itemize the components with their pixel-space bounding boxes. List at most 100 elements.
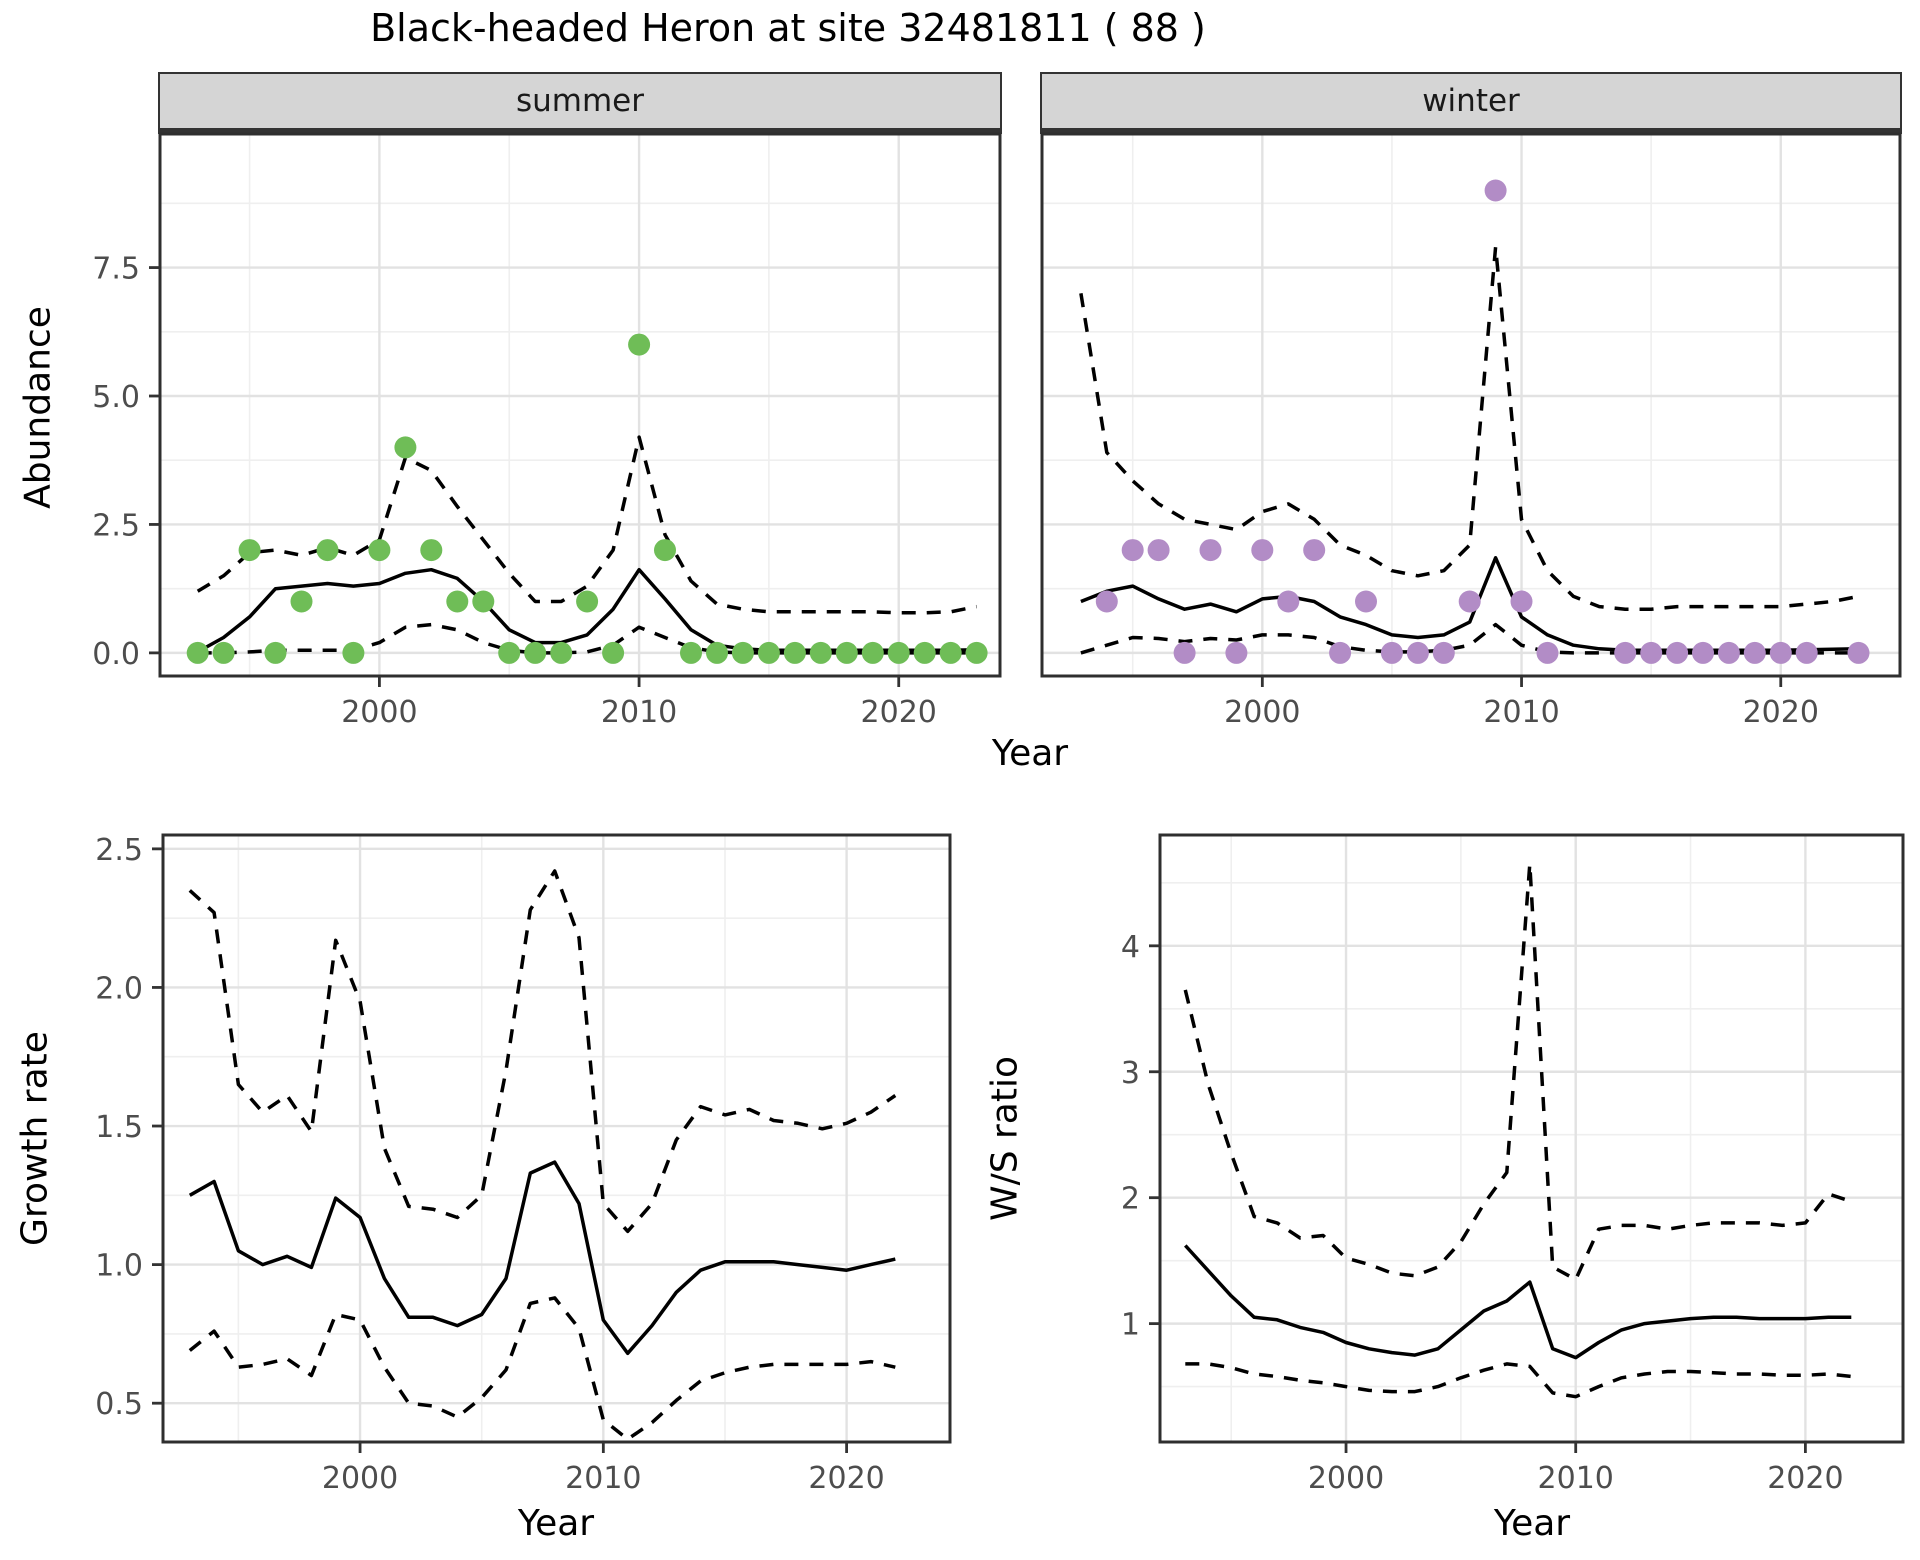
y-tick-label: 1.0	[95, 1249, 143, 1284]
y-tick-label: 4	[1121, 930, 1140, 965]
median-line	[188, 1160, 896, 1356]
data-point	[939, 641, 962, 664]
y-axis-title-abundance: Abundance	[17, 306, 59, 509]
gridlines-minor	[160, 134, 1000, 676]
ci-upper-line	[1183, 862, 1852, 1282]
y-tick-label: 3	[1121, 1056, 1140, 1091]
data-point	[706, 641, 728, 664]
data-point	[1458, 590, 1481, 613]
observed-points	[1095, 179, 1870, 664]
gridlines-minor	[1160, 835, 1903, 1442]
y-axis-title-ws-ratio: W/S ratio	[984, 1055, 1026, 1222]
ci-lower-line	[1185, 1362, 1852, 1399]
panel-background	[163, 835, 950, 1442]
panel-border	[1040, 132, 1902, 678]
data-point	[1173, 641, 1196, 664]
data-point	[654, 539, 676, 562]
data-point	[887, 641, 910, 664]
data-point	[1614, 641, 1637, 664]
gridlines-minor	[1042, 134, 1900, 676]
ci-lower-line	[1080, 622, 1859, 655]
y-tick-label: 2.5	[95, 833, 143, 868]
gridlines-major	[163, 835, 950, 1442]
x-tick-label: 2000	[341, 695, 417, 730]
data-point	[1225, 641, 1248, 664]
y-tick-label: 2	[1121, 1182, 1140, 1217]
y-tick-label: 2.0	[95, 971, 143, 1006]
ci-lower-line	[197, 622, 977, 655]
facet-label-winter: winter	[1422, 83, 1520, 119]
panel-background	[1042, 134, 1900, 676]
panel-growth_rate: 2000 2010 2020 0.5 1.0 1.5 2.0 2.5	[95, 833, 952, 1496]
x-tick-label: 2020	[1767, 1461, 1843, 1496]
y-tick-label: 0.5	[95, 1387, 143, 1422]
x-axis-title-year-top: Year	[991, 733, 1069, 774]
y-tick-label: 0.0	[92, 637, 140, 672]
y-axis-ticks: 0.0 2.5 5.0 7.5	[92, 252, 160, 672]
data-point	[238, 539, 261, 562]
data-point	[1769, 641, 1792, 664]
x-tick-label: 2010	[565, 1461, 641, 1496]
x-tick-label: 2010	[1538, 1461, 1614, 1496]
data-point	[264, 641, 287, 664]
data-point	[1717, 641, 1740, 664]
x-tick-label: 2010	[1483, 695, 1559, 730]
data-point	[1095, 590, 1118, 613]
data-point	[628, 333, 651, 356]
y-tick-label: 1.5	[95, 1110, 143, 1145]
data-point	[1121, 539, 1144, 562]
facet-strip-summer: summer	[158, 72, 1002, 134]
data-point	[602, 641, 625, 664]
panel-border	[1158, 833, 1905, 1444]
x-axis-ticks: 2000 2010 2020	[1308, 1442, 1844, 1496]
data-point	[472, 590, 495, 613]
x-axis-ticks: 2000 2010 2020	[341, 676, 937, 730]
data-point	[1251, 539, 1274, 562]
data-point	[1795, 641, 1818, 664]
data-point	[576, 590, 599, 613]
x-tick-label: 2000	[1224, 695, 1300, 730]
data-point	[1380, 641, 1403, 664]
observed-points	[186, 333, 988, 664]
facet-strip-winter: winter	[1040, 72, 1902, 134]
y-tick-label: 1	[1121, 1308, 1140, 1343]
data-point	[1147, 539, 1170, 562]
x-axis-title-year-ws: Year	[1493, 1503, 1571, 1544]
data-point	[1743, 641, 1766, 664]
data-point	[1847, 641, 1870, 664]
data-point	[1199, 539, 1222, 562]
x-tick-label: 2010	[601, 695, 677, 730]
x-tick-label: 2020	[1743, 695, 1819, 730]
x-tick-label: 2020	[861, 695, 937, 730]
data-point	[1536, 641, 1559, 664]
facet-label-summer: summer	[515, 83, 644, 119]
data-point	[1432, 641, 1455, 664]
data-point	[1666, 641, 1689, 664]
data-point	[1640, 641, 1663, 664]
data-point	[1484, 179, 1507, 202]
data-point	[316, 539, 339, 562]
x-axis-ticks: 2000 2010 2020	[322, 1442, 885, 1496]
chart-title: Black-headed Heron at site 32481811 ( 88…	[370, 6, 1206, 50]
panel-background	[1160, 835, 1903, 1442]
data-point	[680, 641, 702, 664]
data-point	[186, 641, 209, 664]
data-point	[394, 436, 417, 459]
data-point	[913, 641, 936, 664]
data-point	[446, 590, 469, 613]
data-point	[1510, 590, 1533, 613]
median-line	[1184, 1244, 1852, 1360]
data-point	[861, 641, 884, 664]
data-point	[1355, 590, 1377, 613]
panel-ws_ratio: 2000 2010 2020 1 2 3 4	[1121, 833, 1905, 1496]
data-point	[212, 641, 235, 664]
y-tick-label: 5.0	[92, 380, 140, 415]
data-point	[420, 539, 443, 562]
ci-upper-line	[188, 869, 897, 1234]
y-tick-label: 2.5	[92, 508, 140, 543]
data-point	[1692, 641, 1714, 664]
x-tick-label: 2000	[1308, 1461, 1384, 1496]
data-point	[1406, 641, 1429, 664]
y-tick-label: 7.5	[92, 252, 140, 287]
